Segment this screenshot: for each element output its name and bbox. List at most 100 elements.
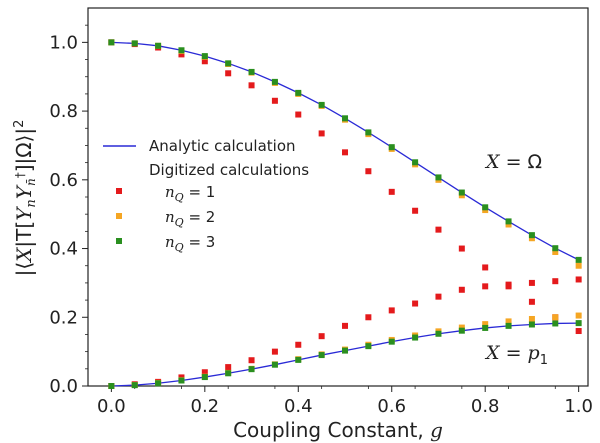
data-point: [388, 307, 395, 314]
data-point: [248, 68, 255, 75]
data-point: [365, 343, 372, 350]
data-point: [225, 370, 232, 377]
data-point: [482, 264, 489, 271]
data-point: [528, 235, 535, 242]
data-point: [482, 321, 489, 328]
data-point: [458, 327, 465, 334]
data-point: [271, 348, 278, 355]
data-point: [318, 101, 325, 108]
legend-swatch-nq2: [116, 213, 122, 219]
data-point: [528, 298, 535, 305]
data-point: [178, 51, 185, 58]
data-point: [528, 321, 535, 328]
data-point: [201, 369, 208, 376]
legend: Analytic calculation Digitized calculati…: [103, 137, 309, 254]
data-point: [155, 380, 162, 387]
series-layer: [108, 39, 582, 389]
data-point: [225, 70, 232, 77]
data-point: [528, 315, 535, 322]
data-point: [458, 245, 465, 252]
data-point: [318, 333, 325, 340]
data-point: [388, 188, 395, 195]
data-point: [295, 341, 302, 348]
data-point: [365, 314, 372, 321]
y-tick-label: 0.0: [49, 376, 78, 397]
x-tick-label: 0.8: [471, 396, 500, 417]
x-tick-label: 0.2: [191, 396, 220, 417]
data-point: [248, 82, 255, 89]
data-point: [155, 42, 162, 49]
data-point: [225, 364, 232, 371]
data-point: [505, 281, 512, 288]
data-point: [552, 314, 559, 321]
data-point: [482, 283, 489, 290]
data-point: [482, 324, 489, 331]
data-point: [482, 204, 489, 211]
data-point: [552, 278, 559, 285]
data-point: [412, 300, 419, 307]
y-tick-label: 0.8: [49, 101, 78, 122]
data-point: [365, 129, 372, 136]
data-point: [412, 159, 419, 166]
data-point: [458, 324, 465, 331]
x-tick-label: 0.4: [284, 396, 313, 417]
data-point: [248, 357, 255, 364]
data-point: [248, 366, 255, 373]
data-point: [552, 248, 559, 255]
data-point: [271, 361, 278, 368]
data-point: [178, 377, 185, 384]
data-point: [575, 328, 582, 335]
axis-ticks: 0.0 0.2 0.4 0.6 0.8 1.0 0.0 0.2 0.4 0.6 0.8 1.0: [49, 24, 593, 417]
data-point: [505, 221, 512, 228]
y-tick-label: 0.2: [49, 307, 78, 328]
legend-label-nq2: nQ = 2: [165, 208, 215, 229]
data-point: [131, 40, 138, 47]
data-point: [575, 312, 582, 319]
data-point: [342, 115, 349, 122]
data-point: [528, 232, 535, 239]
data-point: [108, 39, 115, 46]
data-point: [342, 347, 349, 354]
data-point: [435, 174, 442, 181]
data-point: [388, 338, 395, 345]
data-point: [575, 276, 582, 283]
data-point: [108, 383, 115, 389]
x-tick-label: 0.6: [377, 396, 406, 417]
data-point: [505, 218, 512, 225]
data-point: [435, 293, 442, 300]
data-point: [318, 130, 325, 137]
data-point: [131, 382, 138, 389]
data-point: [342, 322, 349, 329]
legend-line-label: Analytic calculation: [149, 137, 296, 155]
data-point: [342, 149, 349, 156]
data-point: [295, 111, 302, 118]
data-point: [552, 320, 559, 327]
annotation-p1: X = p1: [484, 342, 548, 368]
x-tick-label: 0.0: [97, 396, 126, 417]
legend-label-nq3: nQ = 3: [165, 233, 215, 254]
data-point: [435, 226, 442, 233]
data-point: [505, 318, 512, 325]
data-point: [318, 352, 325, 359]
data-point: [458, 286, 465, 293]
y-axis-label: |⟨X|T[YnYn̄†]|Ω⟩|2: [12, 120, 39, 277]
legend-swatch-nq1: [116, 188, 122, 194]
data-point: [528, 279, 535, 286]
data-point: [295, 356, 302, 363]
data-point: [271, 78, 278, 85]
y-tick-label: 0.4: [49, 239, 78, 260]
data-point: [178, 47, 185, 54]
y-tick-label: 0.6: [49, 170, 78, 191]
data-point: [505, 322, 512, 329]
data-point: [388, 144, 395, 151]
data-point: [201, 53, 208, 60]
y-tick-label: 1.0: [49, 32, 78, 53]
annotation-omega: X = Ω: [484, 151, 542, 173]
data-point: [271, 97, 278, 104]
data-point: [575, 262, 582, 269]
data-point: [201, 58, 208, 65]
data-point: [412, 334, 419, 341]
data-point: [412, 207, 419, 214]
